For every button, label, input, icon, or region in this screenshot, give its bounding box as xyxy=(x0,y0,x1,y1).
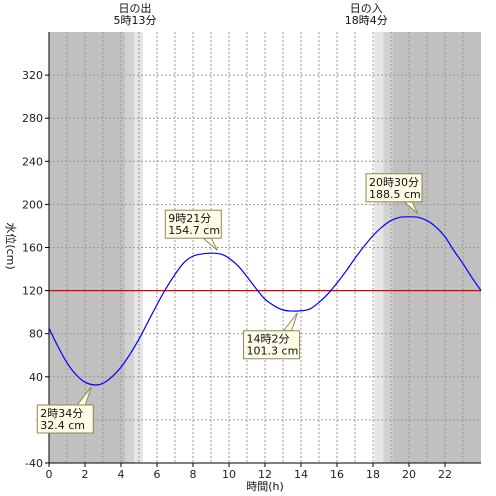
x-tick-label: 6 xyxy=(154,468,161,481)
x-tick-label: 0 xyxy=(46,468,53,481)
x-tick-label: 14 xyxy=(294,468,308,481)
y-tick-label: 280 xyxy=(22,112,43,125)
night-band-4 xyxy=(383,32,393,463)
series-line-0 xyxy=(48,216,482,386)
y-axis-label: 水位(cm) xyxy=(4,222,18,269)
annotation-box xyxy=(164,209,222,239)
x-tick-label: 16 xyxy=(330,468,344,481)
y-tick-label: 200 xyxy=(22,198,43,211)
y-tick-label: 40 xyxy=(29,371,43,384)
y-tick-label: 240 xyxy=(22,155,43,168)
sun-event-label: 日の入 xyxy=(350,2,383,15)
sun-event-label: 日の出 xyxy=(118,1,151,15)
x-tick-label: 8 xyxy=(190,468,197,481)
annotation-time: 9時21分 xyxy=(168,212,211,225)
x-tick-label: 10 xyxy=(222,468,236,481)
y-tick-label: 80 xyxy=(29,328,43,341)
annotation-time: 20時30分 xyxy=(369,176,419,189)
x-tick-label: 4 xyxy=(118,468,125,481)
x-tick-label: 22 xyxy=(438,468,452,481)
x-tick-label: 18 xyxy=(366,468,380,481)
y-tick-label: -40 xyxy=(25,457,43,470)
x-tick-label: 2 xyxy=(82,468,89,481)
y-tick-label: 320 xyxy=(22,69,43,82)
sun-event-time: 18時4分 xyxy=(345,14,388,27)
y-tick-label: 160 xyxy=(22,242,43,255)
annotation-box xyxy=(36,404,94,434)
annotation-value: 154.7 cm xyxy=(168,224,220,237)
annotation-box xyxy=(365,173,423,203)
annotation-time: 2時34分 xyxy=(40,407,83,420)
x-tick-label: 20 xyxy=(402,468,416,481)
series-group xyxy=(48,216,482,386)
annotation-value: 101.3 cm xyxy=(247,345,299,358)
y-tick-label: 120 xyxy=(22,285,43,298)
x-axis-label: 時間(h) xyxy=(246,480,284,493)
annotation-time: 14時2分 xyxy=(247,333,290,346)
sun-event-time: 5時13分 xyxy=(113,14,156,27)
annotation-box xyxy=(243,330,301,360)
axis-ticks: 0246810121416182022-40040801201602002402… xyxy=(22,69,452,481)
annotation-value: 188.5 cm xyxy=(369,188,421,201)
annotation-value: 32.4 cm xyxy=(40,419,85,432)
x-tick-label: 12 xyxy=(258,468,272,481)
